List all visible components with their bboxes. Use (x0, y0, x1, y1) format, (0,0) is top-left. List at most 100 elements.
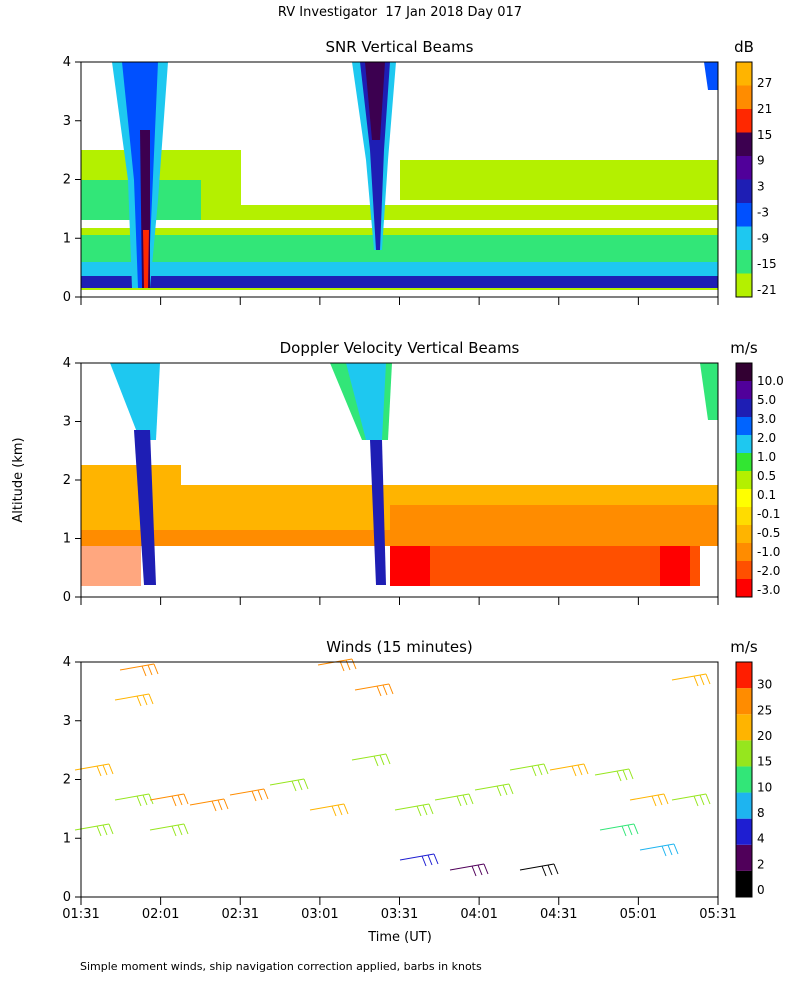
colorbar-segment (736, 250, 752, 274)
colorbar-unit: m/s (730, 339, 758, 357)
colorbar-segment (736, 203, 752, 227)
colorbar-segment (736, 132, 752, 156)
x-axis-label: Time (UT) (367, 930, 432, 945)
colorbar-label: -2.0 (757, 564, 780, 578)
colorbar-segment (736, 543, 752, 561)
y-tick-label: 3 (63, 714, 71, 729)
colorbar-label: 4 (757, 832, 765, 846)
panel-title: SNR Vertical Beams (326, 38, 474, 56)
colorbar-label: 3.0 (757, 412, 776, 426)
panel-title: Doppler Velocity Vertical Beams (280, 339, 520, 357)
colorbar-label: 15 (757, 128, 772, 142)
colorbar-segment (736, 417, 752, 435)
x-tick-label: 05:31 (699, 907, 736, 922)
colorbar-label: 0.5 (757, 469, 776, 483)
y-tick-label: 1 (63, 532, 71, 547)
y-tick-label: 1 (63, 231, 71, 246)
colorbar-segment (736, 273, 752, 297)
colorbar-label: 10.0 (757, 374, 784, 388)
y-tick-label: 3 (63, 114, 71, 129)
colorbar-segment (736, 525, 752, 543)
colorbar-segment (736, 85, 752, 109)
x-tick-label: 05:01 (620, 907, 657, 922)
colorbar-label: 15 (757, 755, 772, 769)
colorbar-label: 21 (757, 102, 772, 116)
colorbar-segment (736, 399, 752, 417)
colorbar-label: 9 (757, 154, 765, 168)
y-tick-label: 0 (63, 290, 71, 305)
colorbar-segment (736, 471, 752, 489)
colorbar-label: -0.5 (757, 526, 780, 540)
colorbar-label: 10 (757, 780, 772, 794)
colorbar-segment (736, 489, 752, 507)
colorbar-segment (736, 381, 752, 399)
colorbar-label: 2 (757, 857, 765, 871)
colorbar-segment (736, 844, 752, 871)
y-tick-label: 3 (63, 415, 71, 430)
snr-field (81, 62, 718, 298)
colorbar-segment (736, 109, 752, 133)
y-tick-label: 0 (63, 890, 71, 905)
y-tick-label: 2 (63, 173, 71, 188)
page-title: RV Investigator 17 Jan 2018 Day 017 (278, 5, 522, 20)
colorbar-label: 30 (757, 678, 772, 692)
colorbar-frame (735, 61, 753, 298)
colorbar-label: 1.0 (757, 450, 776, 464)
x-tick-label: 03:31 (381, 907, 418, 922)
y-tick-label: 1 (63, 831, 71, 846)
colorbar-label: -1.0 (757, 545, 780, 559)
colorbar-label: 8 (757, 806, 765, 820)
colorbar-label: -9 (757, 231, 769, 245)
colorbar-segment (736, 740, 752, 767)
x-tick-label: 04:01 (460, 907, 497, 922)
colorbar-label: 2.0 (757, 431, 776, 445)
colorbar-label: 0 (757, 883, 765, 897)
colorbar-label: -3 (757, 205, 769, 219)
colorbar-segment (736, 435, 752, 453)
colorbar-segment (736, 156, 752, 180)
velocity-field (81, 363, 718, 598)
panel-title: Winds (15 minutes) (326, 638, 473, 656)
colorbar-segment (736, 179, 752, 203)
colorbar-label: 3 (757, 180, 765, 194)
x-tick-label: 02:01 (142, 907, 179, 922)
colorbar-segment (736, 62, 752, 86)
colorbar-label: 25 (757, 703, 772, 717)
plot-frame (80, 661, 719, 898)
colorbar-segment (736, 579, 752, 597)
colorbar-segment (736, 453, 752, 471)
colorbar-label: -21 (757, 283, 777, 297)
footnote: Simple moment winds, ship navigation cor… (80, 960, 482, 973)
colorbar-label: -3.0 (757, 583, 780, 597)
colorbar-label: 5.0 (757, 393, 776, 407)
x-tick-label: 02:31 (222, 907, 259, 922)
colorbar-label: -0.1 (757, 507, 780, 521)
x-tick-label: 04:31 (540, 907, 577, 922)
colorbar-segment (736, 507, 752, 525)
y-axis-label: Altitude (km) (11, 437, 26, 522)
colorbar-segment (736, 714, 752, 741)
colorbar-frame (735, 362, 753, 598)
y-tick-label: 4 (63, 55, 71, 70)
x-tick-label: 03:01 (301, 907, 338, 922)
colorbar-segment (736, 818, 752, 845)
colorbar-segment (736, 766, 752, 793)
y-tick-label: 4 (63, 655, 71, 670)
y-tick-label: 0 (63, 590, 71, 605)
colorbar-segment (736, 662, 752, 689)
colorbar-segment (736, 792, 752, 819)
y-tick-label: 2 (63, 773, 71, 788)
colorbar-unit: dB (734, 38, 754, 56)
colorbar-unit: m/s (730, 638, 758, 656)
colorbar-segment (736, 226, 752, 250)
colorbar-label: 27 (757, 76, 772, 90)
colorbar-segment (736, 688, 752, 715)
colorbar-label: -15 (757, 257, 777, 271)
colorbar-label: 20 (757, 729, 772, 743)
colorbar-segment (736, 561, 752, 579)
colorbar-segment (736, 363, 752, 381)
y-tick-label: 4 (63, 356, 71, 371)
wind-barbs (74, 658, 711, 877)
x-tick-label: 01:31 (62, 907, 99, 922)
